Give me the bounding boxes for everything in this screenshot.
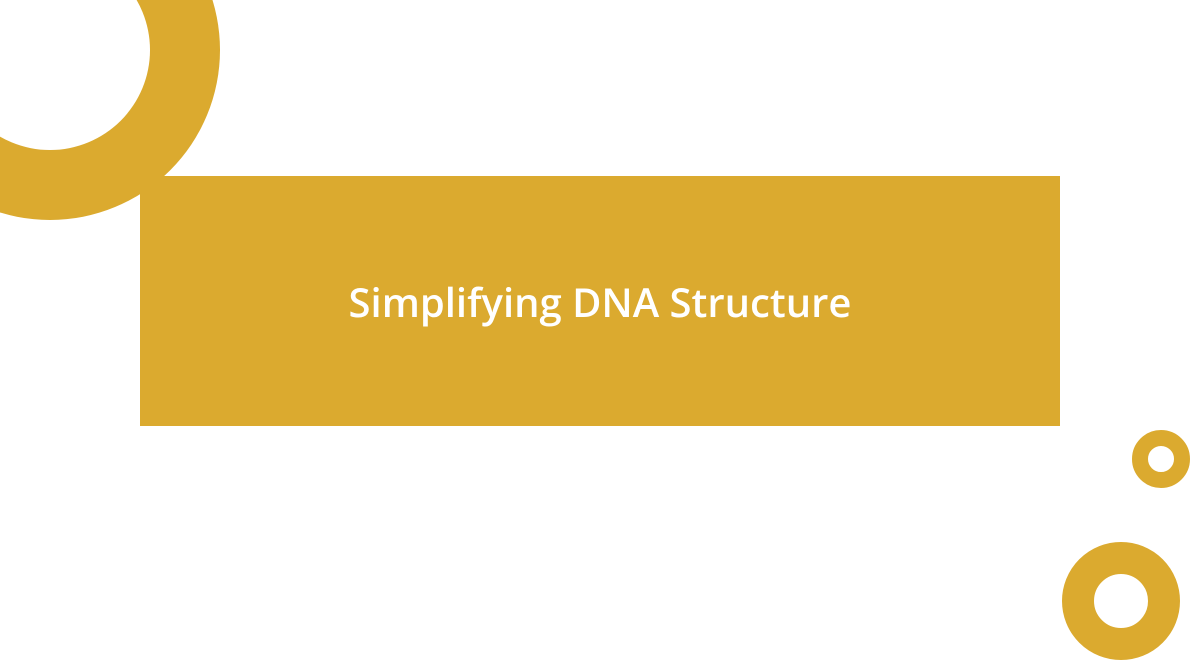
- title-box: Simplifying DNA Structure: [140, 176, 1060, 426]
- ring-decoration-large: [1062, 542, 1180, 660]
- ring-decoration-small: [1132, 430, 1190, 488]
- page-title: Simplifying DNA Structure: [349, 274, 852, 329]
